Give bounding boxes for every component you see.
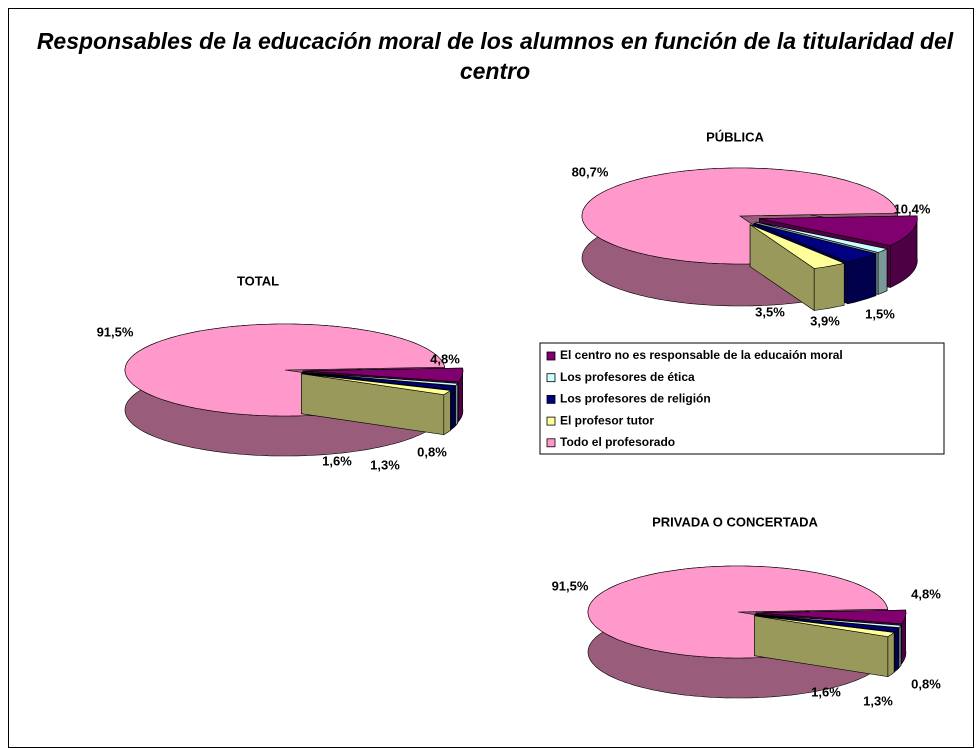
legend-label: Todo el profesorado	[560, 435, 675, 449]
value-label: 4,8%	[430, 351, 460, 366]
value-label: 4,8%	[911, 586, 941, 601]
legend-box	[539, 342, 945, 455]
slice-top	[749, 224, 846, 269]
slice-wall	[813, 262, 845, 311]
slice-wall	[894, 627, 899, 673]
legend-label: Los profesores de religión	[560, 392, 711, 406]
value-label: 1,5%	[865, 306, 895, 321]
slice-top	[755, 609, 907, 625]
value-label: 1,3%	[863, 693, 893, 708]
value-label: 3,5%	[755, 304, 785, 319]
legend-swatch	[546, 394, 556, 404]
slice-top	[754, 615, 895, 638]
value-label: 80,7%	[572, 164, 609, 179]
slice-top	[754, 614, 900, 633]
slice-top	[301, 372, 456, 391]
slice-top	[301, 373, 452, 396]
slice-wall	[887, 631, 895, 678]
legend: El centro no es responsable de la educai…	[546, 348, 843, 449]
pie-title: PÚBLICA	[706, 129, 764, 144]
slice-wall	[898, 624, 902, 669]
legend-swatch	[546, 416, 556, 426]
legend-swatch	[546, 438, 556, 448]
chart: TOTAL 4,8% 0,8% 1,3% 1,6% 91,5% PÚBLICA 10,4% 1,…	[97, 129, 945, 708]
pie-slice	[754, 615, 895, 678]
slice-wall	[847, 253, 877, 305]
slice-top	[755, 221, 888, 253]
value-label: 91,5%	[97, 324, 134, 339]
pie-slice	[301, 373, 452, 436]
value-label: 0,8%	[417, 444, 447, 459]
value-label: 3,9%	[810, 313, 840, 328]
slice-top	[302, 372, 459, 386]
slice-top	[302, 367, 464, 383]
slice-top	[759, 215, 918, 246]
pie-title: TOTAL	[237, 273, 279, 288]
chart-title: Responsables de la educación moral de lo…	[36, 28, 954, 84]
legend-swatch	[546, 373, 556, 383]
slice-top	[581, 167, 899, 265]
legend-label: El centro no es responsable de la educai…	[560, 348, 843, 362]
pie-title: PRIVADA O CONCERTADA	[652, 514, 818, 529]
legend-label: El profesor tutor	[560, 413, 654, 427]
slice-wall	[877, 248, 888, 295]
value-label: 91,5%	[552, 578, 589, 593]
page: Responsables de la educación moral de lo…	[8, 8, 974, 748]
pie-slice	[749, 224, 846, 312]
value-label: 10,4%	[894, 201, 931, 216]
slice-top	[753, 222, 877, 263]
slice-wall	[450, 385, 456, 431]
value-label: 0,8%	[911, 676, 941, 691]
slice-wall	[455, 382, 458, 427]
value-label: 1,6%	[322, 453, 352, 468]
slice-wall	[443, 389, 451, 436]
value-label: 1,3%	[370, 457, 400, 472]
legend-swatch	[546, 351, 556, 361]
value-label: 1,6%	[811, 684, 841, 699]
legend-label: Los profesores de ética	[560, 370, 695, 384]
